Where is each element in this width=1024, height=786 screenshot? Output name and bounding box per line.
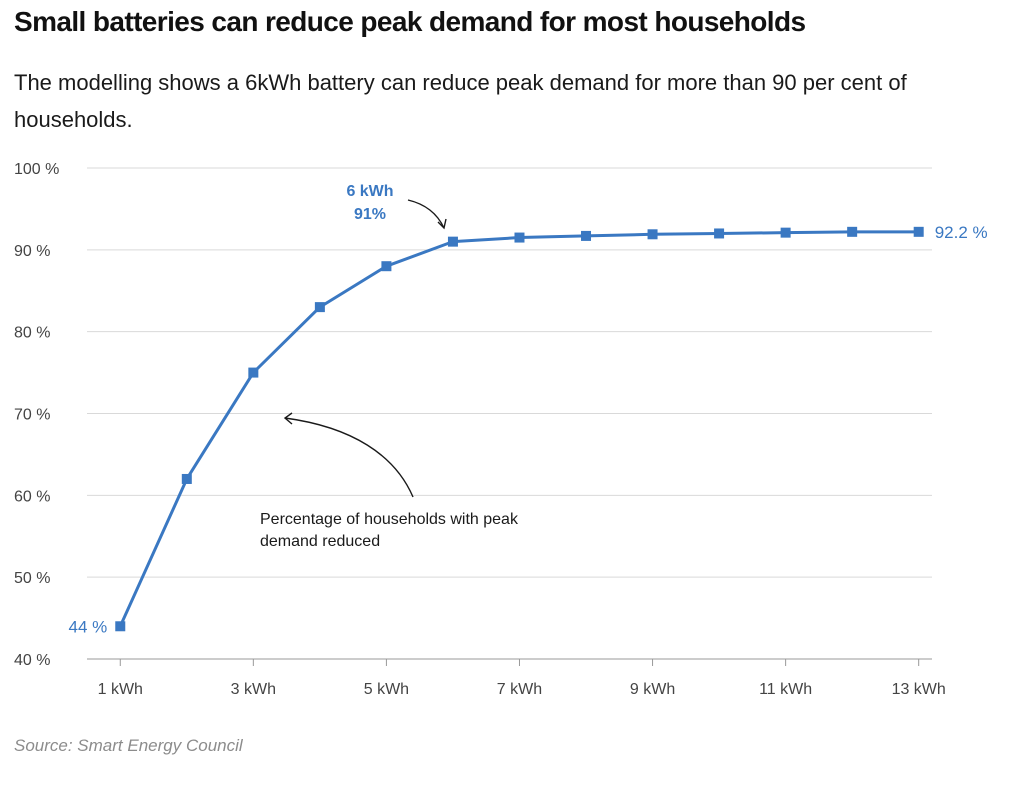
data-label-first: 44 % <box>69 617 108 636</box>
x-tick-label: 5 kWh <box>364 681 409 698</box>
annotation-arrowhead-series <box>283 412 293 425</box>
y-tick-label: 40 % <box>14 652 50 669</box>
annotation-6kwh-label: 6 kWh <box>346 183 393 200</box>
data-labels: 44 % 92.2 % <box>69 223 988 636</box>
y-tick-label: 60 % <box>14 488 50 505</box>
chart-subtitle: The modelling shows a 6kWh battery can r… <box>14 70 907 132</box>
annotation-series-label-line2: demand reduced <box>260 533 380 550</box>
annotation-series-label-line1: Percentage of households with peak <box>260 511 519 528</box>
data-point-marker <box>581 230 592 241</box>
annotations: 6 kWh 91% Percentage of households with pe… <box>260 183 519 550</box>
data-point-marker <box>447 236 458 247</box>
y-tick-label: 50 % <box>14 570 50 587</box>
data-point-marker <box>248 367 259 378</box>
data-point-marker <box>181 473 192 484</box>
x-tick-label: 11 kWh <box>759 681 812 698</box>
data-point-marker <box>514 232 525 243</box>
data-label-last: 92.2 % <box>935 223 988 242</box>
data-point-marker <box>714 228 725 239</box>
series-line-path <box>118 230 919 627</box>
data-point-marker <box>913 226 924 237</box>
data-point-marker <box>381 261 392 272</box>
source-note: Source: Smart Energy Council <box>14 736 243 755</box>
data-point-marker <box>115 621 126 632</box>
chart-title: Small batteries can reduce peak demand f… <box>14 6 806 37</box>
data-point-marker <box>780 227 791 238</box>
y-tick-label: 80 % <box>14 325 50 342</box>
x-tick-label: 3 kWh <box>231 681 276 698</box>
y-tick-label: 70 % <box>14 407 50 424</box>
x-tick-label: 13 kWh <box>892 681 946 698</box>
data-point-marker <box>847 226 858 237</box>
annotation-arrow-series <box>284 417 414 498</box>
data-point-marker <box>647 229 658 240</box>
x-tick-label: 7 kWh <box>497 681 542 698</box>
x-tick-label: 9 kWh <box>630 681 675 698</box>
y-tick-label: 90 % <box>14 243 50 260</box>
annotation-arrow-6kwh <box>407 199 445 229</box>
x-tick-label: 1 kWh <box>98 681 143 698</box>
annotation-6kwh-value: 91% <box>354 206 386 223</box>
annotation-arrowhead-6kwh <box>437 218 447 230</box>
y-tick-label: 100 % <box>14 161 59 178</box>
axes: 40 % 50 % 60 % 70 % 80 % 90 % 100 % 1 kWh 3 kWh 5… <box>14 161 946 698</box>
series-line <box>115 226 924 632</box>
data-point-marker <box>314 302 325 313</box>
